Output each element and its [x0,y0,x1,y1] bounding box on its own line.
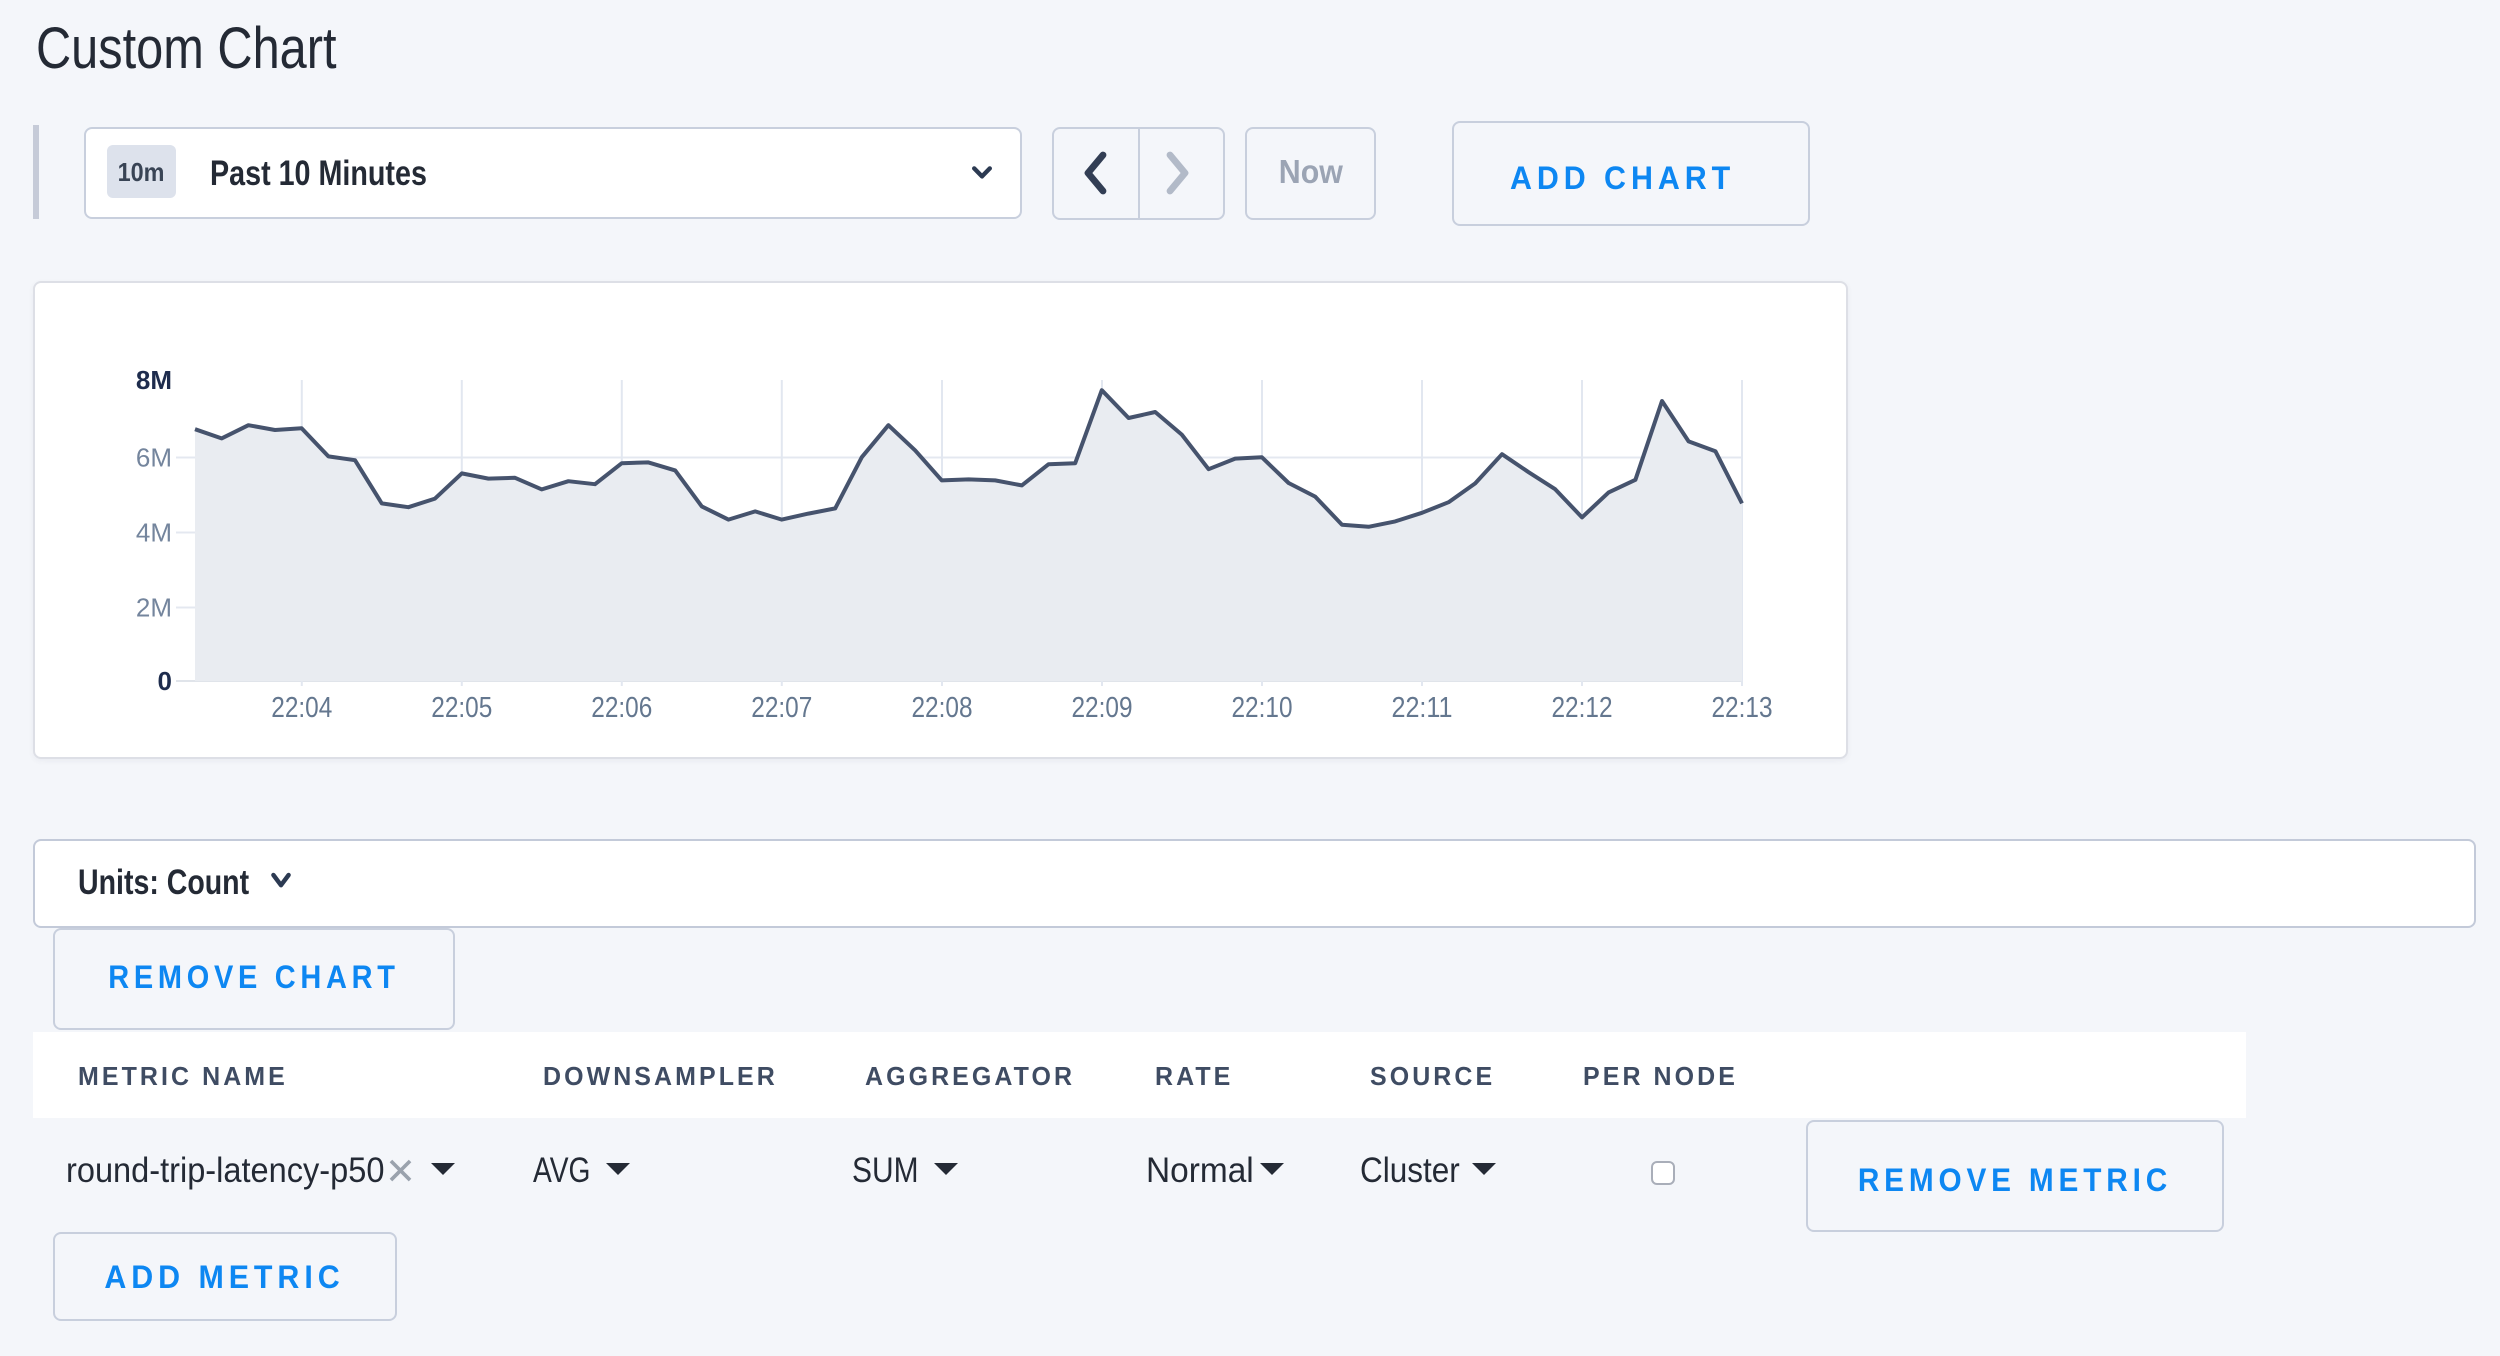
svg-text:6M: 6M [136,443,172,473]
svg-text:22:09: 22:09 [1072,692,1133,724]
svg-text:22:10: 22:10 [1232,692,1293,724]
svg-text:22:07: 22:07 [751,692,812,724]
svg-text:22:11: 22:11 [1392,692,1453,724]
svg-text:2M: 2M [136,593,172,623]
svg-text:8M: 8M [136,365,172,395]
svg-text:22:08: 22:08 [912,692,973,724]
svg-text:22:05: 22:05 [431,692,492,724]
svg-text:4M: 4M [136,518,172,548]
svg-text:22:13: 22:13 [1712,692,1773,724]
svg-text:0: 0 [158,666,172,696]
svg-text:22:12: 22:12 [1552,692,1613,724]
svg-text:22:06: 22:06 [591,692,652,724]
svg-text:22:04: 22:04 [271,692,332,724]
